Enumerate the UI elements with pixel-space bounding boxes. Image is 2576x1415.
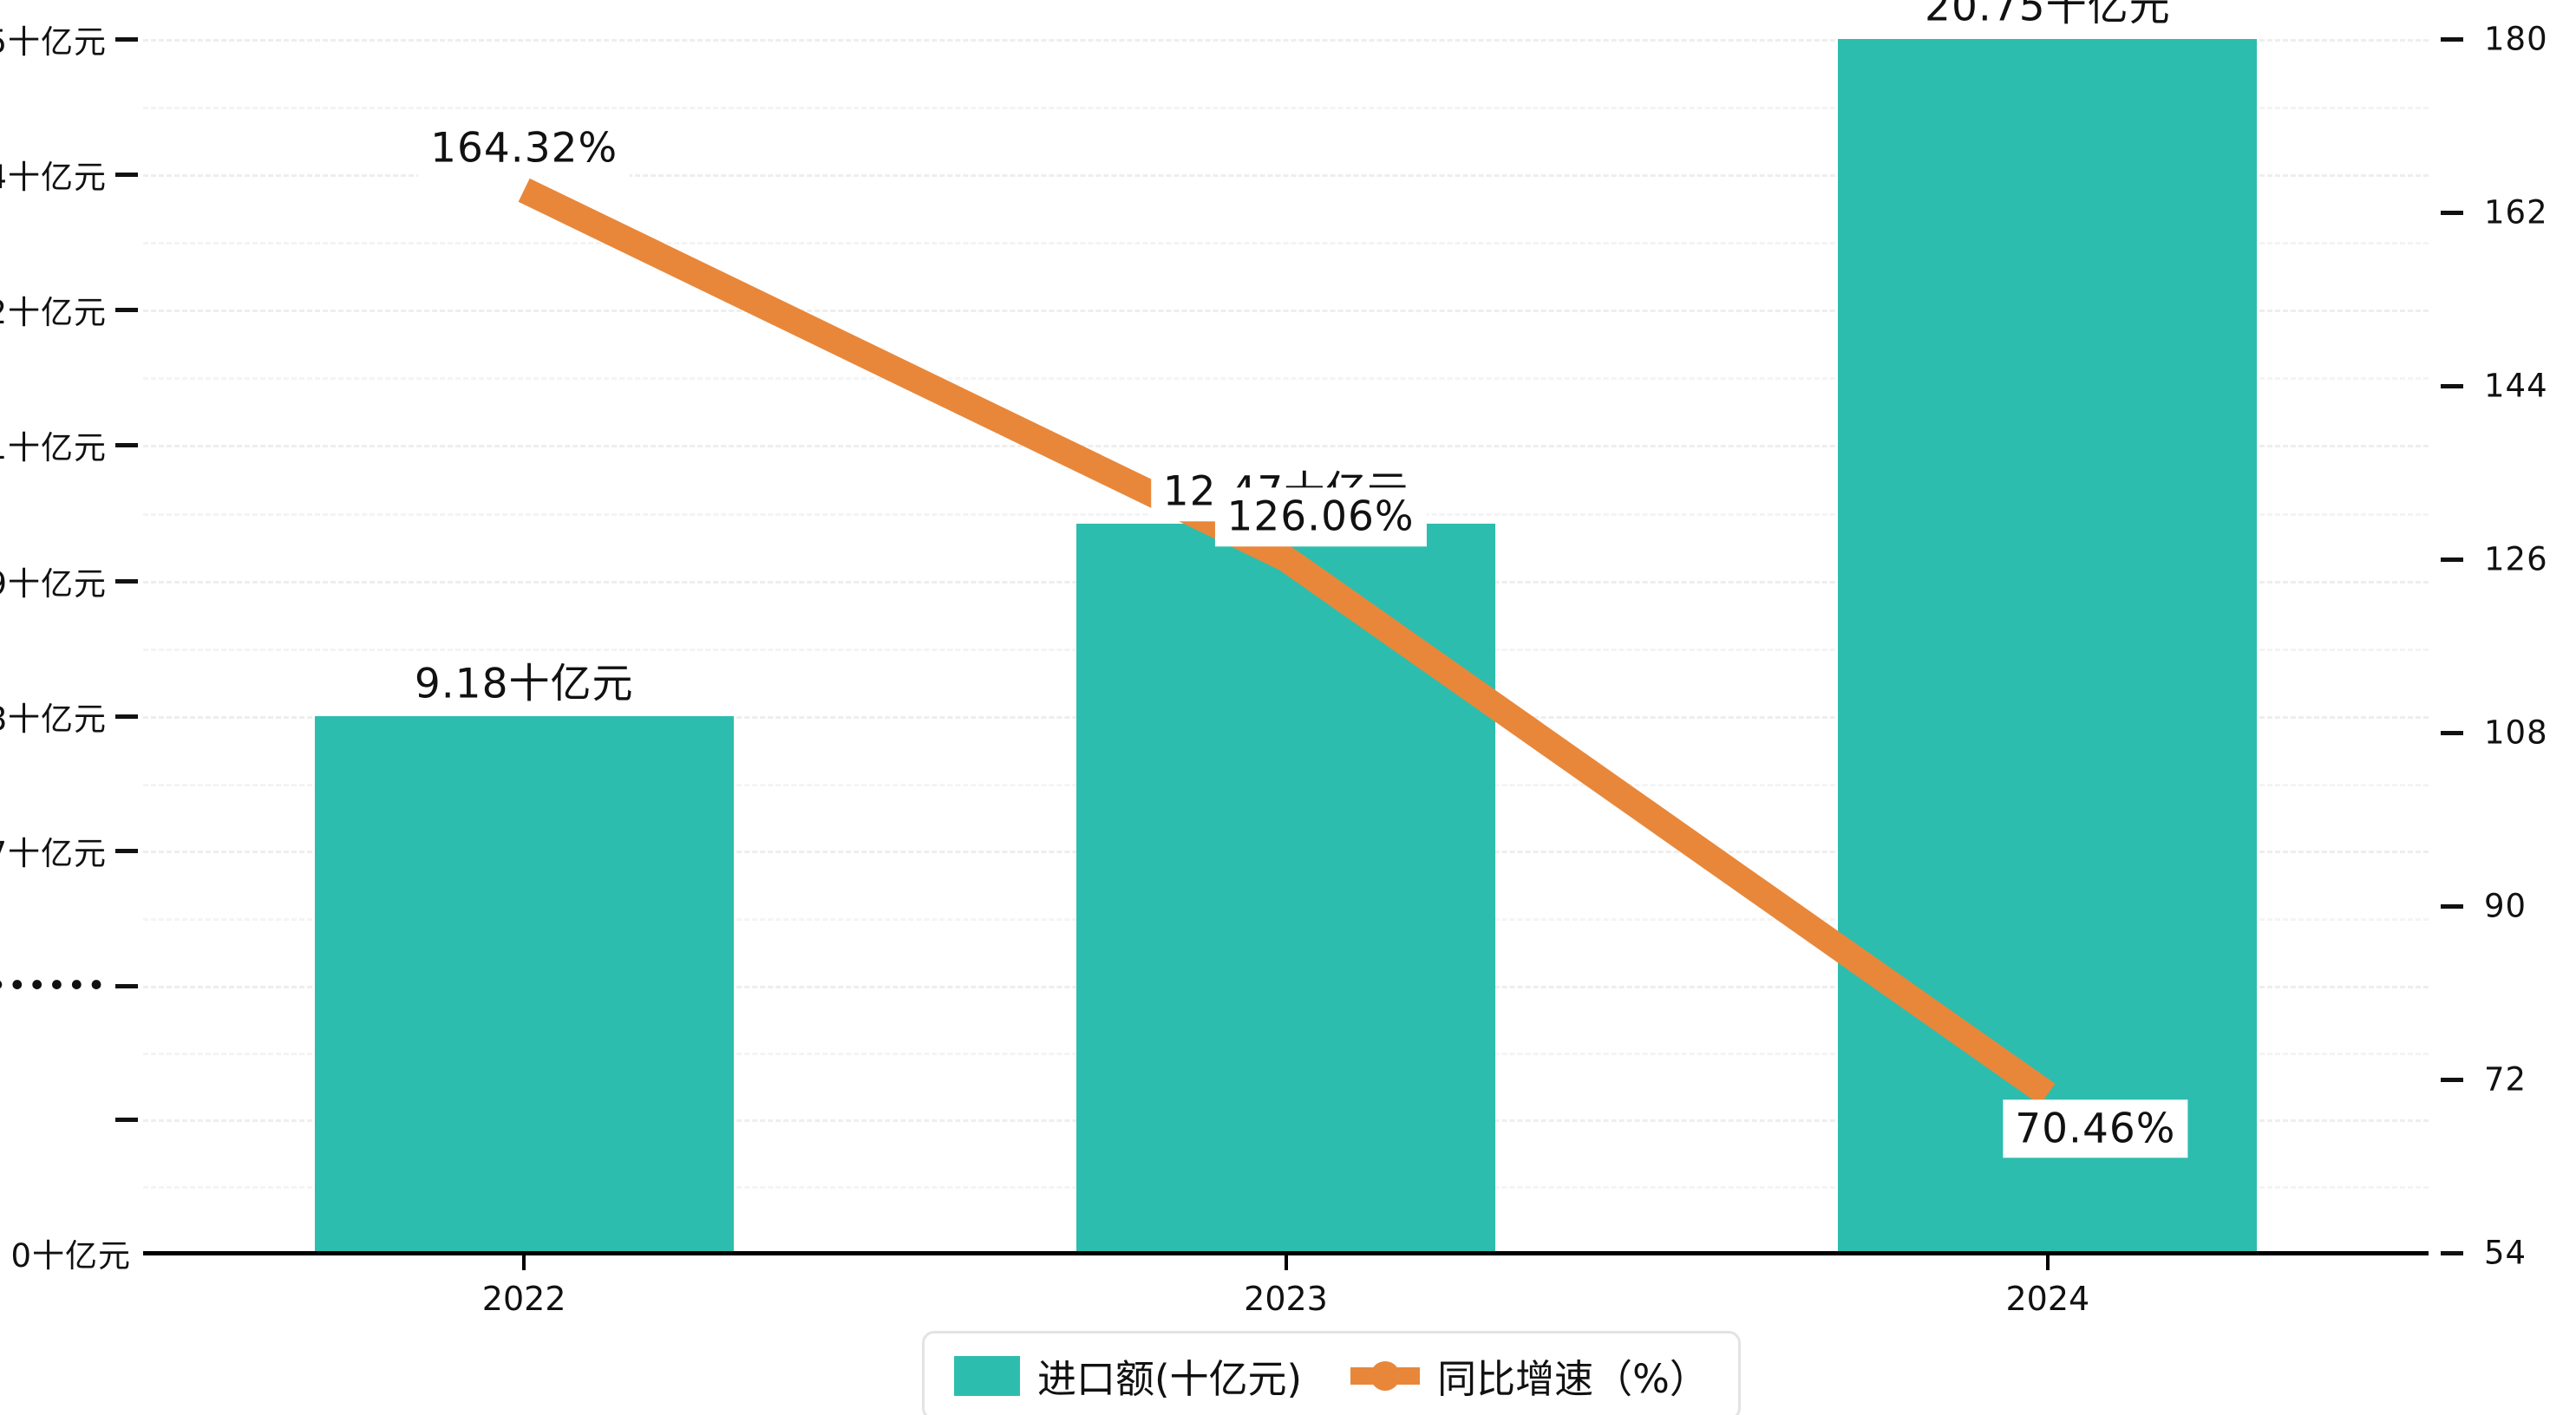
category-tick-mark xyxy=(2045,1253,2050,1270)
left-axis-tick-label: 20.75十亿元 xyxy=(0,23,107,61)
category-tick-mark xyxy=(1284,1253,1288,1270)
left-axis-tick-label: 9.18十亿元 xyxy=(0,700,107,738)
left-axis-tick-mark xyxy=(115,443,138,448)
right-axis-tick-label: 126 xyxy=(2484,540,2548,578)
left-axis-tick-label: ••••••••• xyxy=(0,967,107,1005)
left-axis-tick-mark xyxy=(115,1118,138,1123)
left-axis-tick-label: 0十亿元 xyxy=(10,1237,131,1275)
bar-value-label-2022: 9.18十亿元 xyxy=(402,653,646,714)
left-axis-tick-label: 6.87十亿元 xyxy=(0,835,107,873)
legend-label-growth-rate: 同比增速（%） xyxy=(1437,1356,1709,1402)
legend-label-import-amount: 进口额(十亿元) xyxy=(1037,1356,1303,1402)
right-axis-tick-mark xyxy=(2441,558,2463,562)
left-axis-tick-mark xyxy=(115,37,138,42)
right-axis-tick-mark xyxy=(2441,1078,2463,1082)
left-axis-tick-mark xyxy=(115,578,138,584)
left-axis-tick-mark xyxy=(115,984,138,989)
right-axis-tick-mark xyxy=(2441,1251,2463,1255)
plot-area xyxy=(143,39,2429,1255)
category-label-2023: 2023 xyxy=(1244,1280,1328,1318)
right-axis-tick-mark xyxy=(2441,904,2463,909)
category-label-2024: 2024 xyxy=(2005,1280,2090,1318)
right-axis-tick-mark xyxy=(2441,384,2463,388)
right-axis-tick-mark xyxy=(2441,211,2463,215)
left-axis-tick-mark xyxy=(115,172,138,177)
chart-legend[interactable]: 进口额(十亿元) 同比增速（%） xyxy=(922,1331,1741,1415)
right-axis-tick-mark xyxy=(2441,37,2463,42)
line-value-label-2024: 70.46% xyxy=(2003,1099,2188,1158)
right-axis-tick-label: 54 xyxy=(2484,1234,2527,1272)
line-value-label-2023: 126.06% xyxy=(1214,487,1427,546)
gridline xyxy=(143,106,2429,109)
right-axis-tick-mark xyxy=(2441,731,2463,735)
category-tick-mark xyxy=(522,1253,526,1270)
bar-value-label-2024: 20.75十亿元 xyxy=(1912,0,2183,37)
left-axis-tick-label: 16.12十亿元 xyxy=(0,294,107,332)
right-axis-tick-label: 90 xyxy=(2484,887,2527,925)
left-axis-tick-label: 11.49十亿元 xyxy=(0,564,107,603)
legend-item-import-amount[interactable]: 进口额(十亿元) xyxy=(954,1347,1302,1404)
right-axis-tick-label: 162 xyxy=(2484,193,2548,231)
left-axis-tick-mark xyxy=(115,714,138,719)
gridline xyxy=(143,39,2429,42)
category-label-2022: 2022 xyxy=(481,1280,566,1318)
gridline xyxy=(143,173,2429,177)
bar-2024[interactable] xyxy=(1838,39,2258,1253)
bar-2023[interactable] xyxy=(1076,523,1496,1253)
left-axis-tick-mark xyxy=(115,849,138,854)
right-axis-tick-label: 180 xyxy=(2484,20,2548,58)
left-axis-tick-mark xyxy=(115,308,138,313)
left-axis-tick-label: 18.44十亿元 xyxy=(0,158,107,196)
line-series-swatch-icon xyxy=(1350,1356,1421,1396)
left-axis-tick-label: 13.81十亿元 xyxy=(0,429,107,467)
legend-item-growth-rate[interactable]: 同比增速（%） xyxy=(1350,1347,1709,1404)
line-value-label-2022: 164.32% xyxy=(418,119,631,178)
right-axis-tick-label: 72 xyxy=(2484,1060,2527,1099)
right-axis-tick-label: 108 xyxy=(2484,714,2548,752)
right-axis-tick-label: 144 xyxy=(2484,367,2548,405)
bar-series-swatch-icon xyxy=(954,1355,1020,1396)
bar-2022[interactable] xyxy=(314,715,734,1253)
